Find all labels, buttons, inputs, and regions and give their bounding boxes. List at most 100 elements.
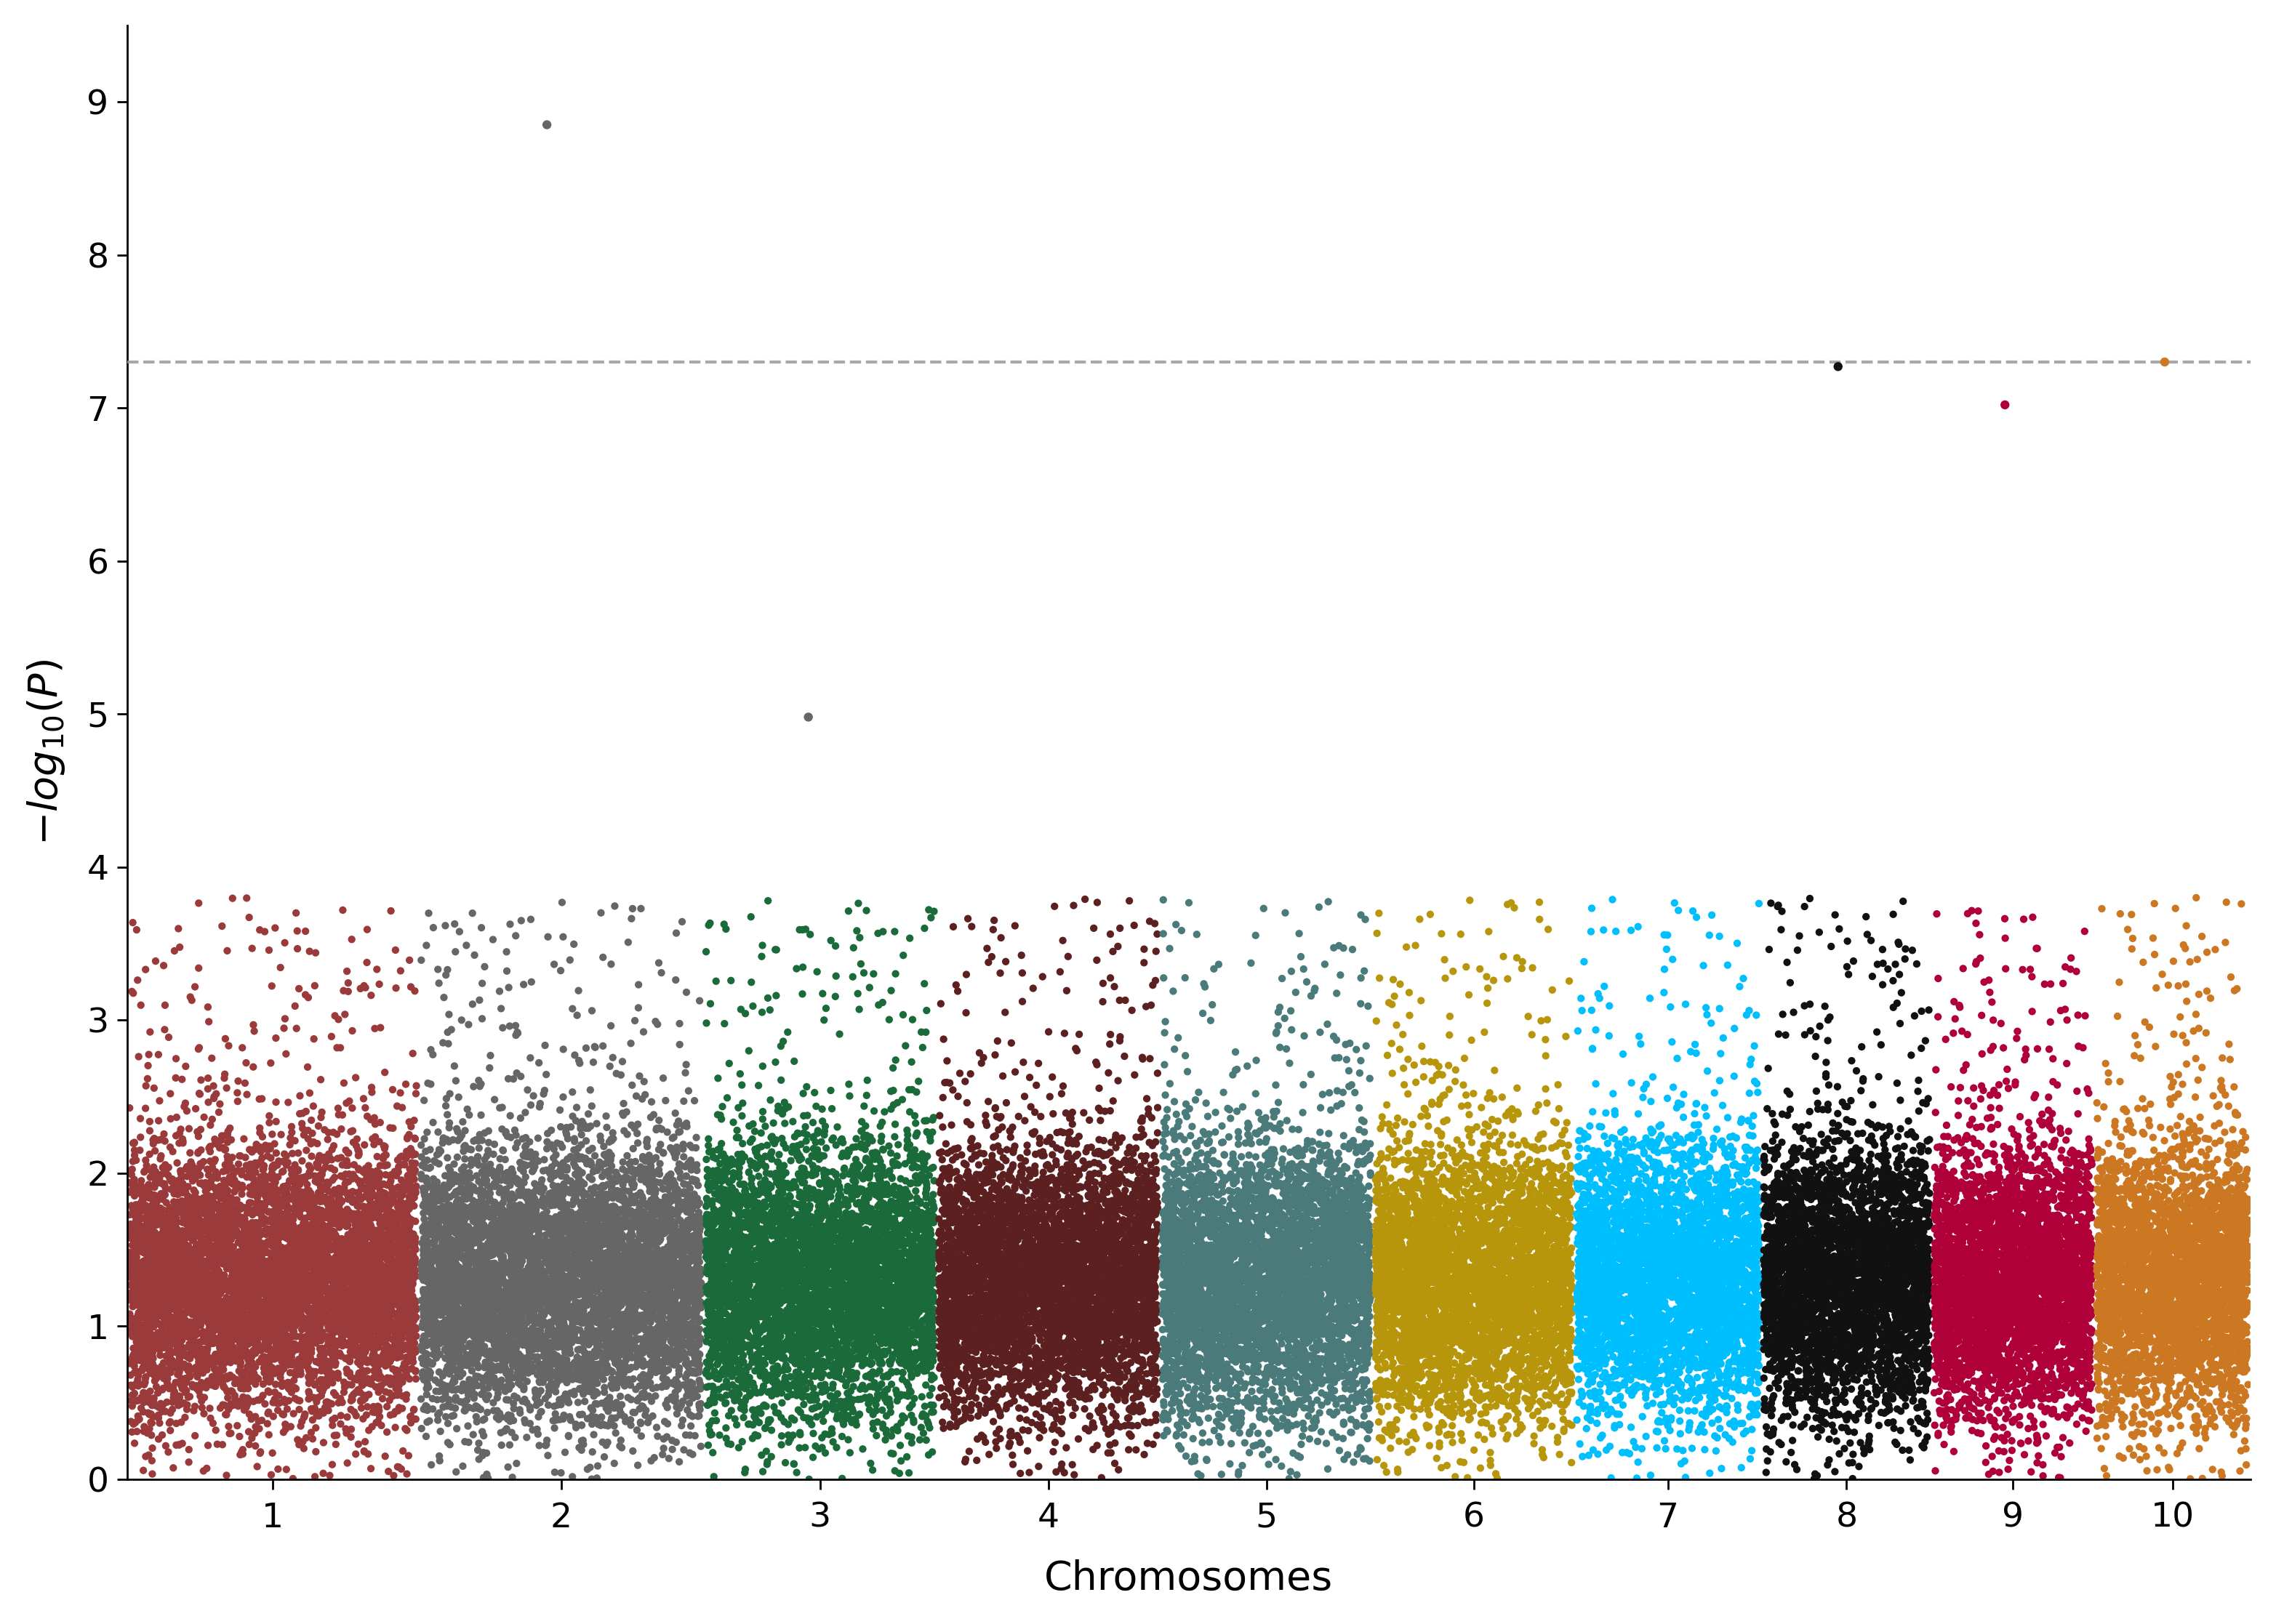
Point bbox=[1463, 1202, 1500, 1228]
Point bbox=[223, 1288, 259, 1314]
Point bbox=[1691, 1275, 1727, 1301]
Point bbox=[503, 908, 539, 934]
Point bbox=[1202, 1429, 1238, 1455]
Point bbox=[152, 1293, 189, 1319]
Point bbox=[822, 1242, 858, 1268]
Point bbox=[1957, 1252, 1994, 1278]
Point bbox=[945, 1216, 981, 1242]
Point bbox=[1079, 1257, 1115, 1283]
Point bbox=[995, 1252, 1031, 1278]
Point bbox=[2178, 1272, 2215, 1298]
Point bbox=[130, 1265, 166, 1291]
Point bbox=[1445, 1254, 1482, 1280]
Point bbox=[995, 1151, 1031, 1177]
Point bbox=[1491, 1099, 1527, 1125]
Point bbox=[692, 1387, 728, 1413]
Point bbox=[835, 1153, 872, 1179]
Point bbox=[282, 1283, 319, 1309]
Point bbox=[1839, 1234, 1875, 1260]
Point bbox=[787, 1073, 824, 1099]
Point bbox=[1498, 1259, 1534, 1285]
Point bbox=[883, 1212, 920, 1237]
Point bbox=[2121, 1153, 2158, 1179]
Point bbox=[2226, 1296, 2262, 1322]
Point bbox=[876, 1208, 913, 1234]
Point bbox=[1504, 1200, 1541, 1226]
Point bbox=[257, 1140, 294, 1166]
Point bbox=[1033, 1199, 1070, 1224]
Point bbox=[2130, 1319, 2167, 1345]
Point bbox=[1873, 1354, 1910, 1380]
Point bbox=[1780, 1210, 1816, 1236]
Point bbox=[1473, 1366, 1509, 1392]
Point bbox=[164, 1301, 200, 1327]
Point bbox=[737, 1242, 774, 1268]
Point bbox=[1181, 1267, 1218, 1293]
Point bbox=[2028, 1286, 2064, 1312]
Point bbox=[2133, 1262, 2169, 1288]
Point bbox=[1900, 1285, 1937, 1311]
Point bbox=[1468, 1215, 1504, 1241]
Point bbox=[294, 1358, 330, 1384]
Point bbox=[146, 1283, 182, 1309]
Point bbox=[651, 1320, 687, 1346]
Point bbox=[164, 1129, 200, 1155]
Point bbox=[2073, 1236, 2110, 1262]
Point bbox=[526, 1335, 562, 1361]
Point bbox=[708, 1203, 744, 1229]
Point bbox=[817, 1276, 854, 1302]
Point bbox=[610, 1257, 646, 1283]
Point bbox=[159, 1281, 196, 1307]
Point bbox=[346, 1228, 382, 1254]
Point bbox=[808, 1242, 844, 1268]
Point bbox=[826, 1411, 863, 1437]
Point bbox=[683, 1233, 719, 1259]
Point bbox=[1582, 1325, 1618, 1351]
Point bbox=[1218, 1255, 1254, 1281]
Point bbox=[244, 1312, 280, 1338]
Point bbox=[1864, 1338, 1900, 1364]
Point bbox=[992, 1210, 1029, 1236]
Point bbox=[1222, 1143, 1259, 1169]
Point bbox=[1900, 1200, 1937, 1226]
Point bbox=[1111, 1413, 1147, 1439]
Point bbox=[1448, 1275, 1484, 1301]
Point bbox=[1338, 1337, 1375, 1363]
Point bbox=[487, 1147, 523, 1173]
Point bbox=[1188, 1241, 1224, 1267]
Point bbox=[221, 1343, 257, 1369]
Point bbox=[2007, 1366, 2044, 1392]
Point bbox=[580, 1187, 617, 1213]
Point bbox=[1413, 1324, 1450, 1350]
Point bbox=[193, 1314, 230, 1340]
Point bbox=[781, 1327, 817, 1353]
Point bbox=[589, 1330, 626, 1356]
Point bbox=[1595, 1415, 1632, 1440]
Point bbox=[728, 1224, 765, 1250]
Point bbox=[1727, 1301, 1764, 1327]
Point bbox=[1281, 1255, 1318, 1281]
Point bbox=[1964, 1169, 2001, 1195]
Point bbox=[1907, 1189, 1944, 1215]
Point bbox=[1803, 1244, 1839, 1270]
Point bbox=[615, 1223, 651, 1249]
Point bbox=[1548, 1184, 1584, 1210]
Point bbox=[1696, 1343, 1732, 1369]
Point bbox=[2087, 1250, 2124, 1276]
Point bbox=[2126, 1263, 2162, 1289]
Point bbox=[1580, 1267, 1616, 1293]
Point bbox=[706, 1192, 742, 1218]
Point bbox=[2224, 1164, 2260, 1190]
Point bbox=[813, 1283, 849, 1309]
Point bbox=[1853, 1281, 1889, 1307]
Point bbox=[1855, 1293, 1891, 1319]
Point bbox=[225, 1259, 262, 1285]
Point bbox=[2205, 1189, 2242, 1215]
Point bbox=[2151, 1116, 2187, 1142]
Point bbox=[1634, 1244, 1671, 1270]
Point bbox=[387, 1311, 423, 1337]
Point bbox=[1846, 1289, 1882, 1315]
Point bbox=[2119, 1307, 2155, 1333]
Point bbox=[703, 1268, 740, 1294]
Point bbox=[2083, 1436, 2119, 1462]
